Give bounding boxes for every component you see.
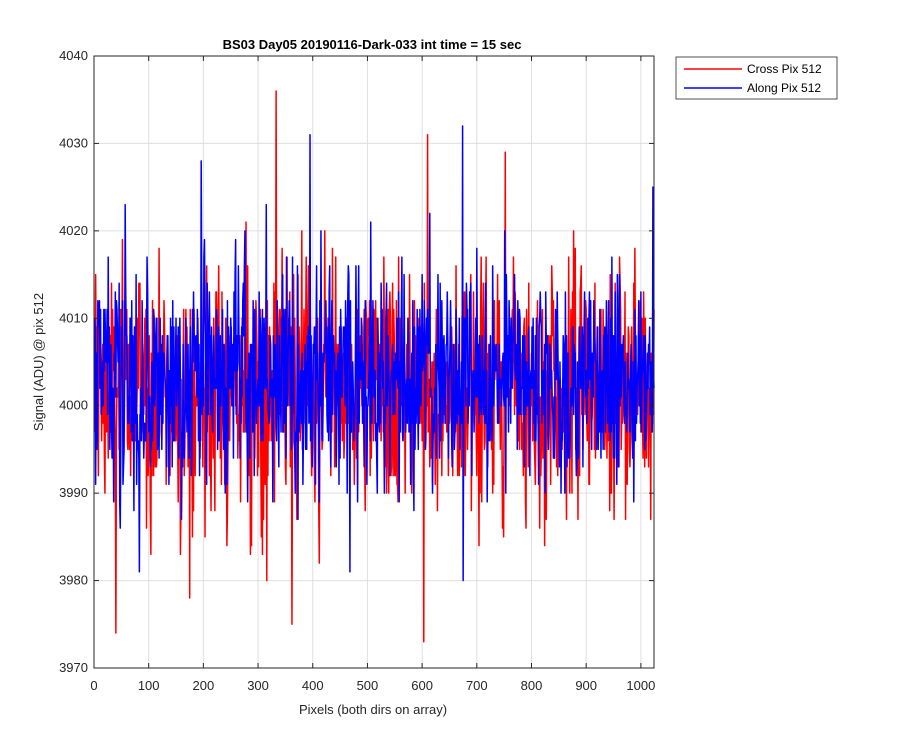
x-tick-label: 200	[193, 678, 215, 693]
y-tick-label: 3990	[59, 485, 88, 500]
legend-label-cross: Cross Pix 512	[747, 62, 822, 76]
chart-title: BS03 Day05 20190116-Dark-033 int time = …	[223, 37, 522, 52]
y-tick-label: 4010	[59, 310, 88, 325]
x-axis-label: Pixels (both dirs on array)	[299, 702, 447, 717]
y-tick-label: 3980	[59, 573, 88, 588]
x-tick-label: 300	[247, 678, 269, 693]
y-axis-label: Signal (ADU) @ pix 512	[31, 293, 46, 431]
y-tick-label: 4020	[59, 223, 88, 238]
y-tick-label: 4040	[59, 48, 88, 63]
series-line-1	[93, 125, 655, 582]
x-tick-label: 600	[411, 678, 433, 693]
x-tick-label: 100	[138, 678, 160, 693]
x-tick-label: 1000	[626, 678, 655, 693]
y-tick-label: 4000	[59, 398, 88, 413]
series-layer	[93, 90, 655, 643]
x-tick-label: 0	[90, 678, 97, 693]
legend: Cross Pix 512 Along Pix 512	[675, 56, 838, 100]
x-tick-label: 700	[466, 678, 488, 693]
axis-ticks: 0 100 200 300 400 500 600 700 800 900 1000 3970 3980…	[59, 48, 655, 693]
x-tick-label: 400	[302, 678, 324, 693]
y-tick-label: 3970	[59, 660, 88, 675]
x-tick-label: 800	[521, 678, 543, 693]
legend-label-along: Along Pix 512	[747, 81, 821, 95]
y-tick-label: 4030	[59, 135, 88, 150]
legend-box	[675, 56, 838, 100]
x-tick-label: 900	[575, 678, 597, 693]
x-tick-label: 500	[357, 678, 379, 693]
plot-frame	[93, 55, 655, 669]
